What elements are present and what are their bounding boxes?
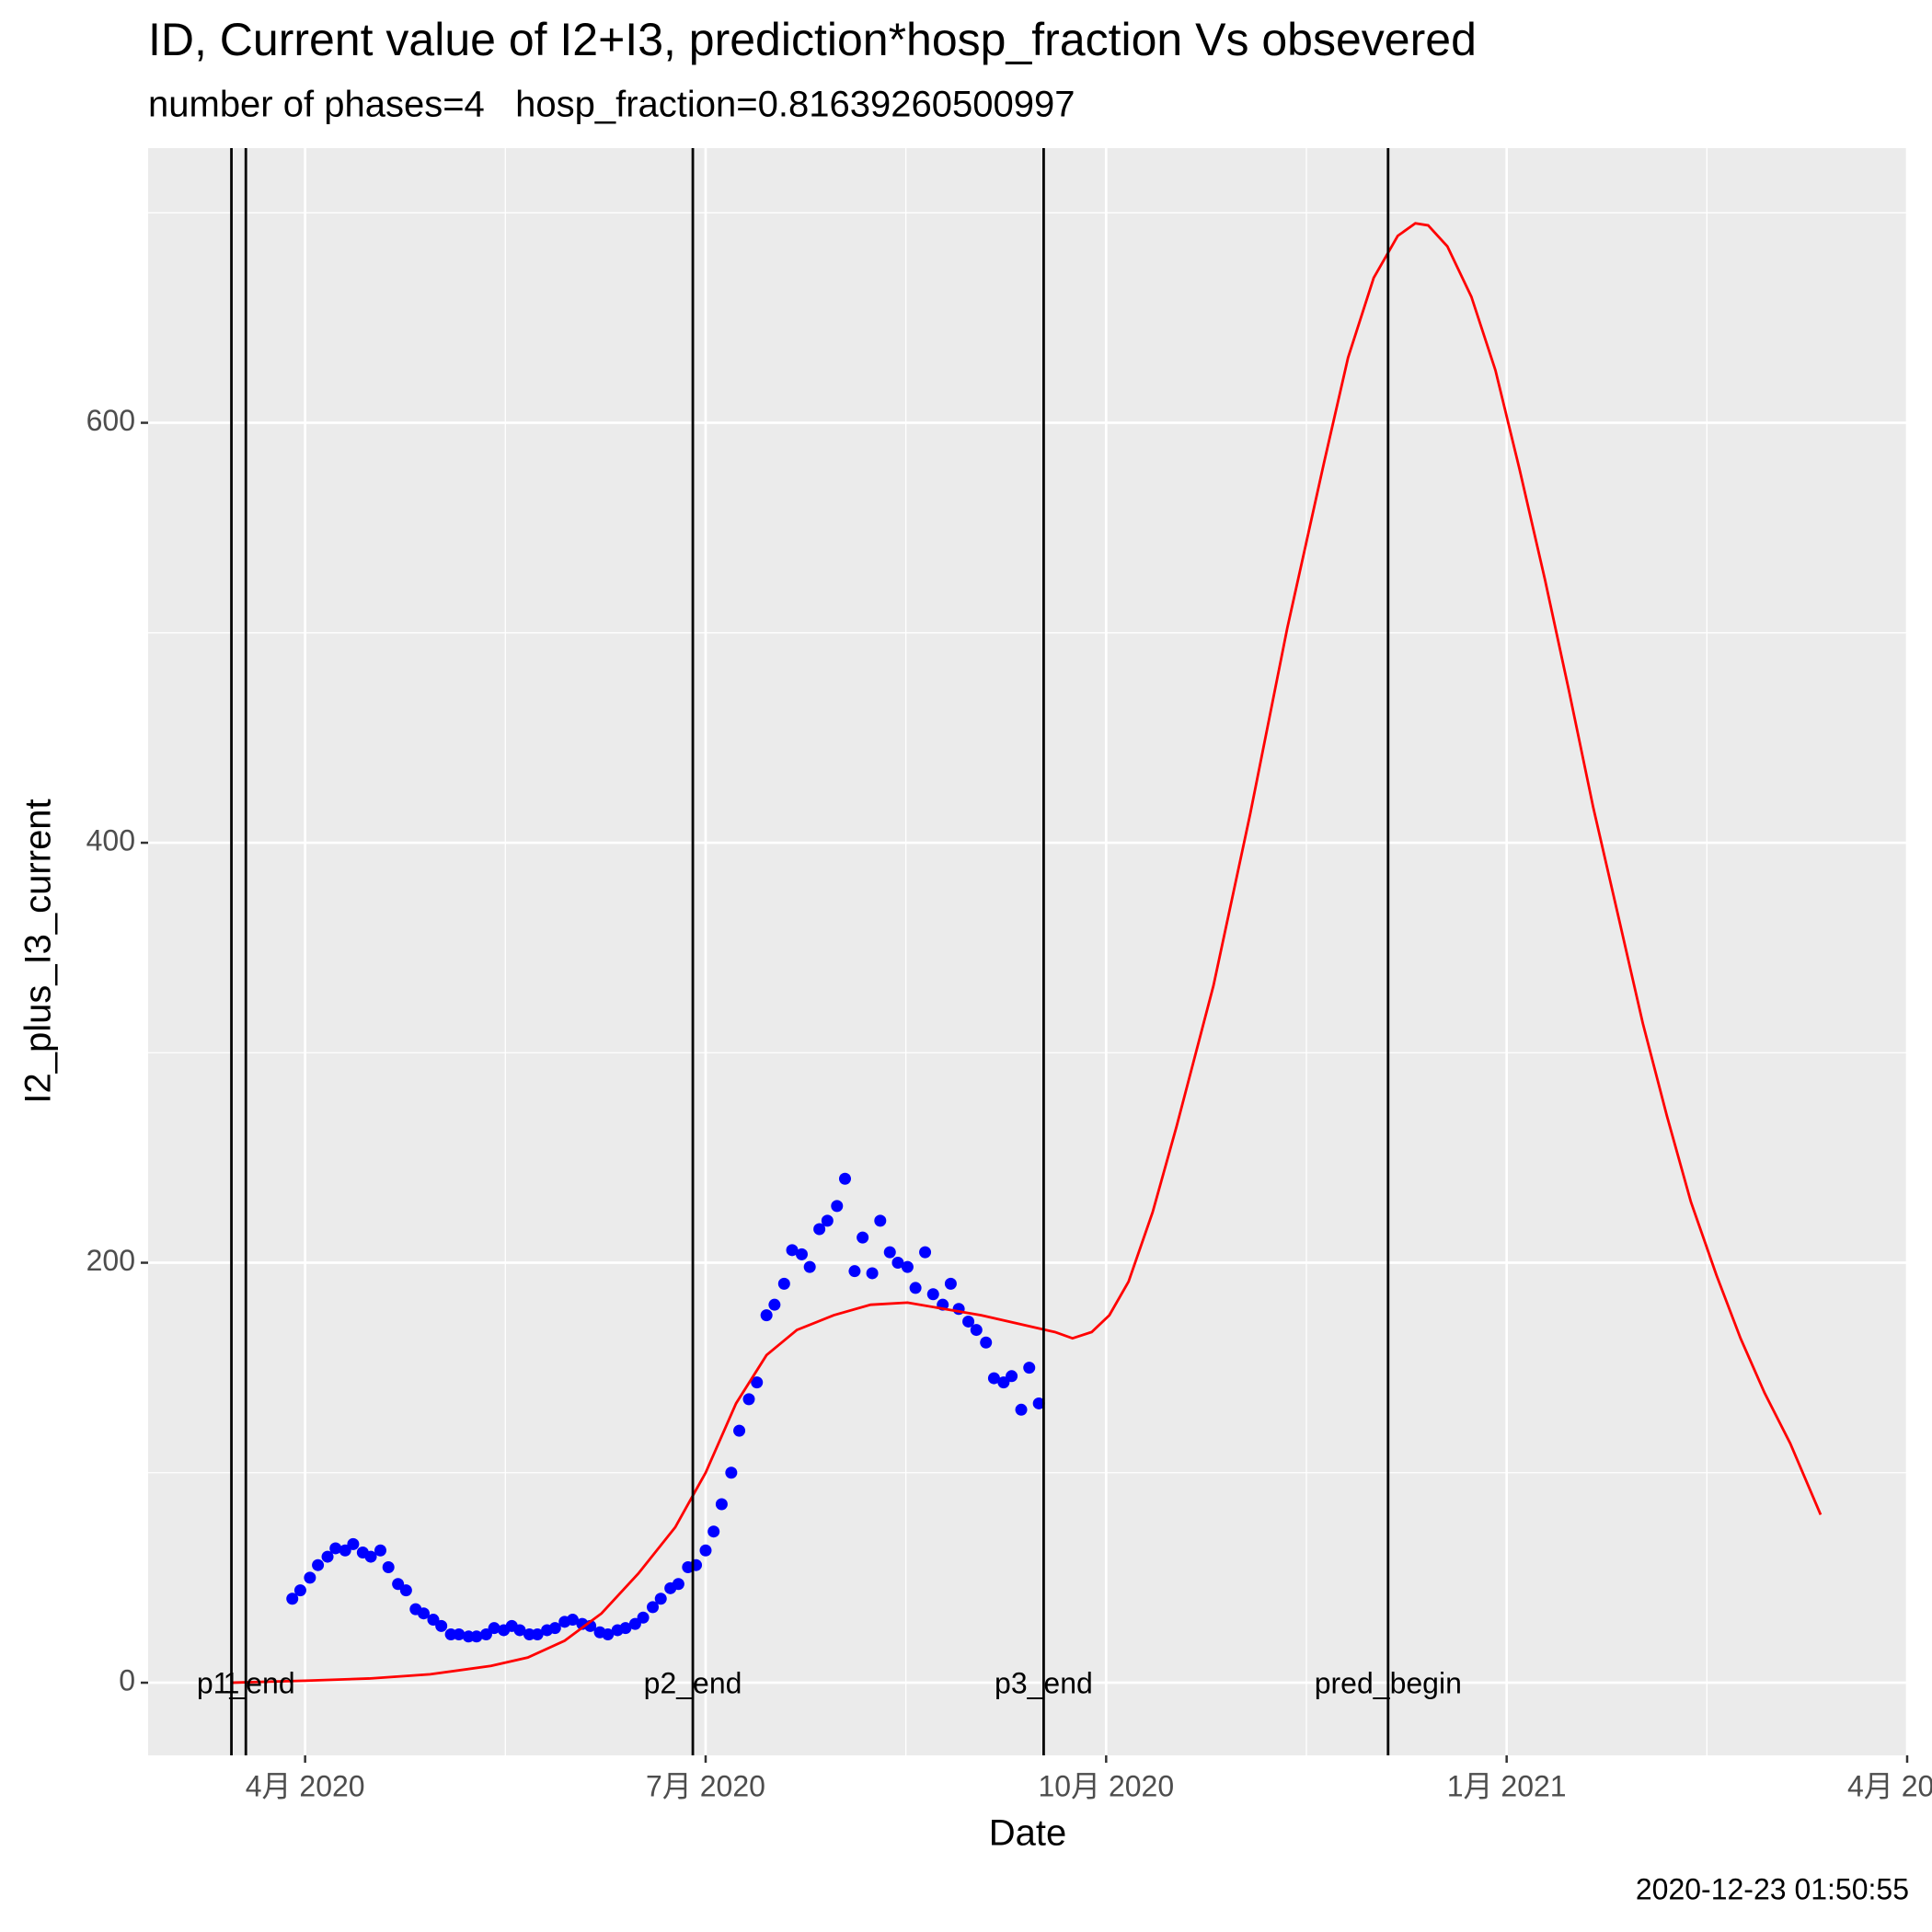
data-point: [312, 1558, 325, 1571]
grid: [148, 148, 1909, 1755]
phase-label: p3_end: [995, 1666, 1093, 1699]
x-tick-label: 1月 2021: [1447, 1769, 1567, 1802]
data-point: [962, 1315, 975, 1328]
data-point: [347, 1537, 360, 1550]
data-point: [488, 1622, 500, 1635]
data-point: [329, 1542, 342, 1555]
data-point: [453, 1628, 466, 1641]
data-point: [1015, 1403, 1028, 1416]
marks: 1p1_end p2_end p3_end pred_begin: [197, 148, 1823, 1755]
data-point: [531, 1628, 544, 1641]
data-point: [857, 1231, 869, 1244]
data-point: [874, 1214, 887, 1227]
data-point: [418, 1607, 431, 1620]
chart-title: ID, Current value of I2+I3, prediction*h…: [148, 14, 1477, 65]
data-point: [293, 1584, 306, 1597]
data-point: [891, 1257, 904, 1270]
data-point: [286, 1593, 299, 1605]
data-point: [619, 1622, 632, 1635]
data-point: [479, 1628, 492, 1641]
phase-label: p1_end: [197, 1666, 295, 1699]
data-point: [374, 1544, 386, 1557]
phase-label: pred_begin: [1315, 1666, 1462, 1699]
data-point: [944, 1277, 957, 1290]
data-point: [725, 1466, 738, 1479]
data-point: [768, 1298, 781, 1311]
data-point: [707, 1525, 720, 1538]
data-point: [647, 1601, 660, 1614]
data-point: [1023, 1362, 1036, 1374]
data-point: [926, 1288, 939, 1301]
data-point: [795, 1248, 808, 1260]
data-point: [339, 1544, 351, 1557]
data-point: [566, 1614, 579, 1627]
data-point: [777, 1277, 790, 1290]
data-point: [427, 1614, 440, 1627]
y-tick-label: 600: [86, 404, 135, 437]
data-point: [637, 1611, 650, 1624]
data-point: [699, 1544, 712, 1557]
data-point: [866, 1267, 879, 1280]
data-point: [831, 1200, 844, 1213]
data-point: [733, 1424, 746, 1437]
data-point: [435, 1619, 448, 1632]
x-tick-label: 10月 2020: [1038, 1769, 1174, 1802]
data-point: [742, 1393, 755, 1406]
x-tick-label: 4月 2021: [1847, 1769, 1932, 1802]
phase-label: 1: [224, 1666, 240, 1699]
x-tick-label: 4月 2020: [246, 1769, 365, 1802]
y-tick-label: 0: [119, 1663, 135, 1696]
prediction-line: [231, 222, 1823, 1685]
y-tick-label: 200: [86, 1244, 135, 1277]
data-point: [909, 1282, 922, 1294]
chart-subtitle: number of phases=4 hosp_fraction=0.81639…: [148, 85, 1075, 125]
data-point: [321, 1550, 334, 1563]
data-point: [980, 1336, 993, 1349]
phase-label: p2_end: [644, 1666, 742, 1699]
data-point: [548, 1622, 561, 1635]
data-point: [751, 1376, 764, 1389]
data-point: [1006, 1370, 1018, 1383]
data-point: [399, 1584, 412, 1597]
data-point: [970, 1324, 983, 1337]
data-point: [786, 1244, 799, 1257]
data-point: [901, 1260, 914, 1273]
data-point: [513, 1624, 526, 1637]
y-axis-title: I2_plus_I3_current: [18, 799, 59, 1103]
data-point: [813, 1223, 826, 1236]
data-point: [821, 1214, 834, 1227]
data-point: [382, 1560, 395, 1573]
data-point: [803, 1260, 816, 1273]
data-point: [654, 1593, 667, 1605]
data-point: [304, 1571, 316, 1584]
data-point: [1032, 1397, 1045, 1409]
data-point: [364, 1550, 377, 1563]
x-axis-title: Date: [989, 1813, 1067, 1854]
y-tick-label: 400: [86, 823, 135, 857]
data-point: [997, 1376, 1010, 1389]
data-point: [715, 1498, 728, 1511]
panel-background: [148, 148, 1907, 1755]
data-point: [628, 1617, 641, 1630]
x-tick-label: 7月 2020: [646, 1769, 765, 1802]
data-point: [392, 1578, 405, 1591]
data-point: [838, 1172, 851, 1185]
data-point: [672, 1578, 684, 1591]
data-point: [760, 1309, 773, 1322]
data-point: [602, 1628, 615, 1641]
data-point: [883, 1246, 896, 1259]
data-point: [919, 1246, 932, 1259]
data-point: [848, 1265, 861, 1278]
data-point: [470, 1630, 483, 1643]
caption: 2020-12-23 01:50:55: [1636, 1872, 1909, 1905]
data-point: [987, 1372, 1000, 1385]
